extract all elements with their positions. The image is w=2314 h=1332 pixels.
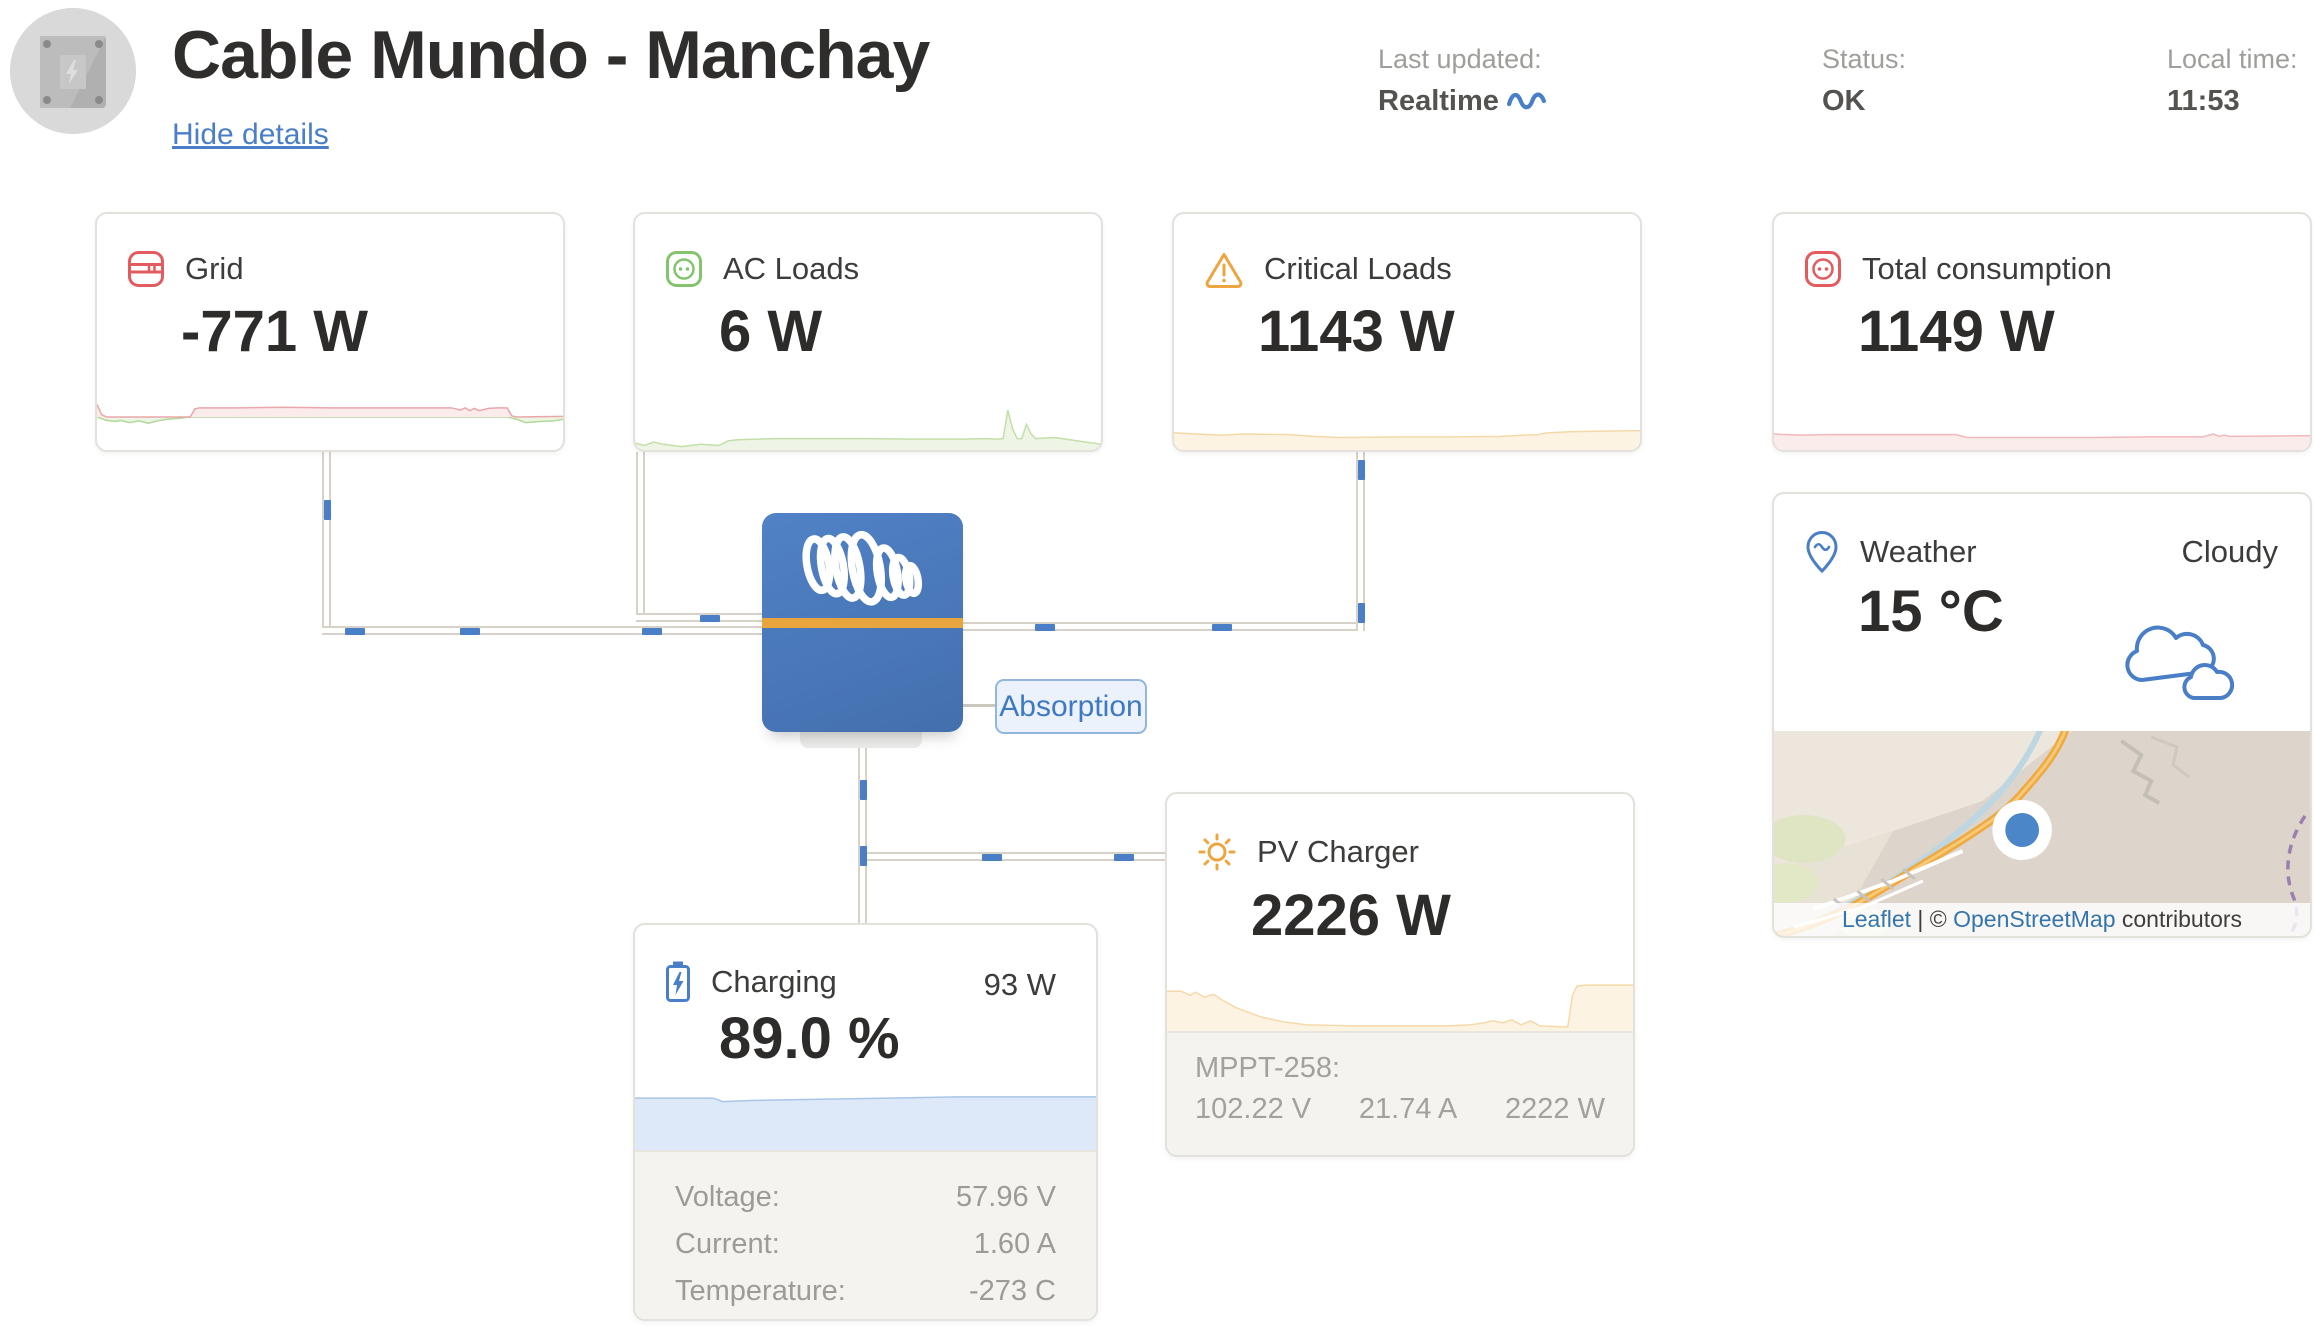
pipe-critical-drop <box>1356 452 1365 631</box>
critical-loads-card-value: 1143 W <box>1258 299 1455 364</box>
mppt-details-section: MPPT-258: 102.22 V 21.74 A 2222 W <box>1167 1031 1633 1155</box>
map-attribution: Leaflet | © OpenStreetMap contributors <box>1774 903 2310 936</box>
flow-dash <box>1358 460 1365 480</box>
flow-dash <box>982 854 1002 861</box>
leaflet-link[interactable]: Leaflet <box>1841 906 1912 932</box>
pv-charger-card-value: 2226 W <box>1251 883 1451 948</box>
critical-loads-card[interactable]: Critical Loads 1143 W <box>1172 212 1642 452</box>
flow-dash <box>642 628 662 635</box>
weather-card-label: Weather <box>1860 534 1977 569</box>
flow-dash <box>700 615 720 622</box>
pv-charger-card-label: PV Charger <box>1257 834 1419 869</box>
battery-voltage-label: Voltage: <box>675 1181 780 1213</box>
grid-card[interactable]: Grid -771 W <box>95 212 565 452</box>
pipe-pv-bus <box>862 852 1167 861</box>
critical-loads-warning-icon <box>1205 253 1243 288</box>
pipe-acloads-drop <box>636 452 645 622</box>
hide-details-link[interactable]: Hide details <box>172 118 329 151</box>
battery-voltage-value: 57.96 V <box>956 1181 1056 1213</box>
critical-loads-card-label: Critical Loads <box>1264 251 1452 286</box>
critical-loads-sparkline <box>1174 393 1640 450</box>
battery-details-section: Voltage: 57.96 V Current: 1.60 A Tempera… <box>635 1150 1096 1319</box>
flow-dash <box>1212 624 1232 631</box>
local-time-value: 11:53 <box>2167 85 2240 117</box>
last-updated-label: Last updated: <box>1378 44 1542 74</box>
weather-map[interactable]: Leaflet | © OpenStreetMap contributors <box>1774 724 2310 936</box>
ac-loads-card-label: AC Loads <box>723 251 860 286</box>
flow-dash <box>345 628 365 635</box>
pipe-grid-drop <box>322 452 331 635</box>
total-consumption-socket-icon <box>1805 251 1841 287</box>
victron-logo-icon <box>802 530 923 606</box>
flow-dash <box>860 846 867 866</box>
flow-dash <box>1358 603 1365 623</box>
mppt-title: MPPT-258: <box>1195 1052 1341 1084</box>
flow-dash <box>324 500 331 520</box>
ac-loads-socket-icon <box>666 251 702 287</box>
mppt-current: 21.74 A <box>1358 1093 1458 1125</box>
mppt-voltage: 102.22 V <box>1195 1093 1312 1125</box>
weather-temperature: 15 °C <box>1858 579 2004 644</box>
cloudy-icon <box>2125 625 2235 700</box>
battery-power: 93 W <box>983 967 1056 1002</box>
flow-dash <box>460 628 480 635</box>
battery-current-value: 1.60 A <box>973 1228 1056 1260</box>
installation-photo-icon <box>10 8 136 134</box>
total-consumption-card-label: Total consumption <box>1862 251 2112 286</box>
realtime-wave-icon <box>1506 92 1546 109</box>
inverter-device[interactable] <box>762 513 963 732</box>
total-consumption-card-value: 1149 W <box>1858 299 2055 364</box>
last-updated-block: Last updated: Realtime <box>1378 44 1547 118</box>
local-time-block: Local time: 11:53 <box>2167 44 2298 118</box>
weather-condition: Cloudy <box>2181 534 2279 569</box>
total-consumption-card[interactable]: Total consumption 1149 W <box>1772 212 2312 452</box>
weather-card[interactable]: Weather Cloudy 15 °C <box>1772 492 2312 938</box>
inverter-state-text: Absorption <box>999 689 1143 723</box>
flow-dash <box>1035 624 1055 631</box>
battery-card[interactable]: Charging 93 W 89.0 % Voltage: 57.96 V Cu… <box>633 923 1098 1321</box>
attribution-contributors: contributors <box>2115 906 2243 932</box>
flow-dash <box>860 780 867 800</box>
pv-charger-card[interactable]: PV Charger 2226 W MPPT-258: 102.22 V 21.… <box>1165 792 1635 1157</box>
flow-dash <box>1114 854 1134 861</box>
grid-sparkline <box>97 393 563 450</box>
state-badge-connector <box>960 704 998 707</box>
mppt-power: 2222 W <box>1505 1093 1605 1125</box>
battery-soc: 89.0 % <box>719 1006 900 1071</box>
pipe-dc-drop <box>858 730 867 925</box>
grid-card-value: -771 W <box>181 299 368 364</box>
inverter-state-badge: Absorption <box>995 679 1147 734</box>
inverter-ac-stripe <box>762 618 963 628</box>
ac-loads-card[interactable]: AC Loads 6 W <box>633 212 1103 452</box>
total-consumption-sparkline <box>1774 393 2310 450</box>
ac-loads-card-value: 6 W <box>719 299 823 364</box>
page-title: Cable Mundo - Manchay <box>172 17 930 93</box>
installation-avatar <box>10 8 136 134</box>
status-block: Status: OK <box>1822 44 1906 118</box>
pipe-grid-bus <box>322 626 771 635</box>
battery-sparkline <box>635 1091 1096 1150</box>
battery-charging-icon <box>666 961 690 1002</box>
sun-icon <box>1198 833 1236 871</box>
local-time-label: Local time: <box>2167 44 2298 74</box>
location-pin-icon <box>1806 530 1838 574</box>
status-value: OK <box>1822 85 1866 117</box>
openstreetmap-link[interactable]: OpenStreetMap <box>1953 906 2116 932</box>
last-updated-value: Realtime <box>1378 85 1499 117</box>
battery-temperature-value: -273 C <box>968 1275 1056 1307</box>
status-label: Status: <box>1822 44 1907 74</box>
pipe-acout-bus <box>958 622 1365 631</box>
battery-card-label: Charging <box>711 964 837 999</box>
battery-current-label: Current: <box>675 1228 780 1260</box>
battery-temperature-label: Temperature: <box>675 1275 846 1307</box>
grid-card-label: Grid <box>185 251 244 286</box>
grid-meter-icon <box>128 251 164 287</box>
attribution-separator: | © <box>1911 906 1954 932</box>
ac-loads-sparkline <box>635 393 1101 450</box>
pv-charger-sparkline <box>1167 980 1633 1031</box>
